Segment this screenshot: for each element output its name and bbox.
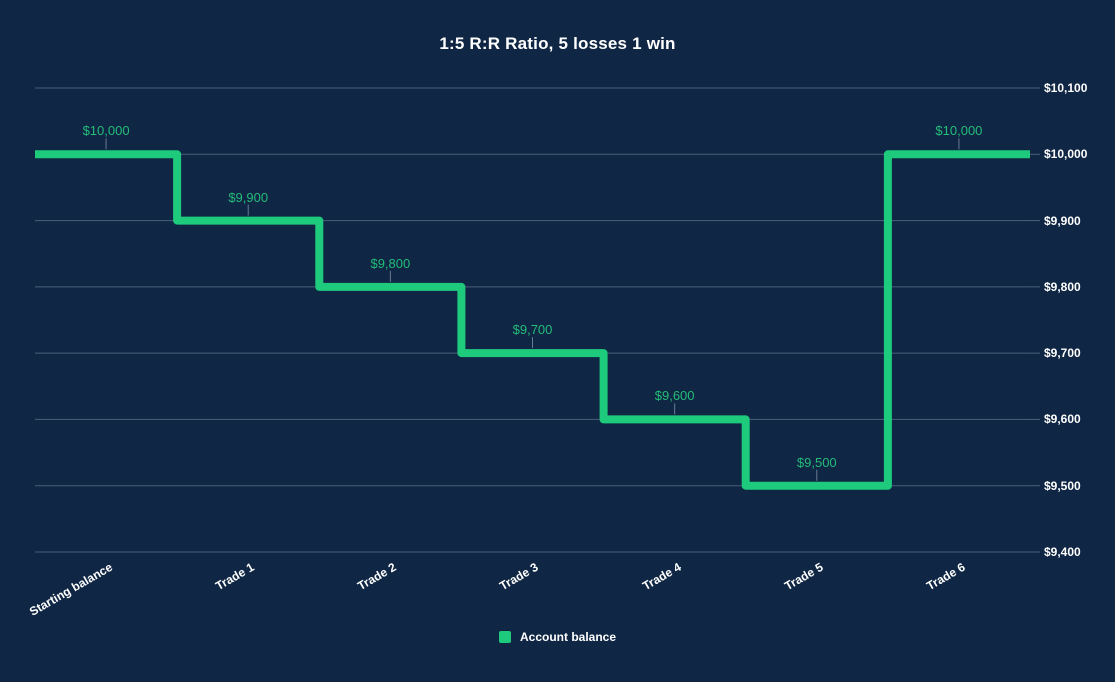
data-label: $9,800 xyxy=(370,255,411,271)
y-axis-label: $9,700 xyxy=(1044,346,1081,361)
y-axis-label: $9,800 xyxy=(1044,279,1081,294)
legend-item-account-balance[interactable]: Account balance xyxy=(498,630,617,644)
chart-title: 1:5 R:R Ratio, 5 losses 1 win xyxy=(439,34,676,53)
y-axis-label: $9,400 xyxy=(1044,545,1081,559)
data-label: $10,000 xyxy=(82,123,130,139)
data-label: $9,500 xyxy=(796,454,837,470)
data-label: $9,900 xyxy=(228,189,269,205)
account-balance-line xyxy=(35,150,1030,490)
legend-label: Account balance xyxy=(519,630,617,644)
legend-swatch xyxy=(498,631,511,643)
y-axis-label: $10,100 xyxy=(1044,81,1088,95)
y-axis-label: $10,000 xyxy=(1044,147,1088,162)
data-label: $10,000 xyxy=(935,123,983,139)
y-axis-label: $9,900 xyxy=(1044,213,1081,228)
y-axis-label: $9,500 xyxy=(1044,478,1081,493)
data-label: $9,700 xyxy=(512,322,553,338)
legend: Account balance xyxy=(0,630,1115,644)
data-label: $9,600 xyxy=(654,388,695,404)
y-axis-label: $9,600 xyxy=(1044,412,1081,427)
